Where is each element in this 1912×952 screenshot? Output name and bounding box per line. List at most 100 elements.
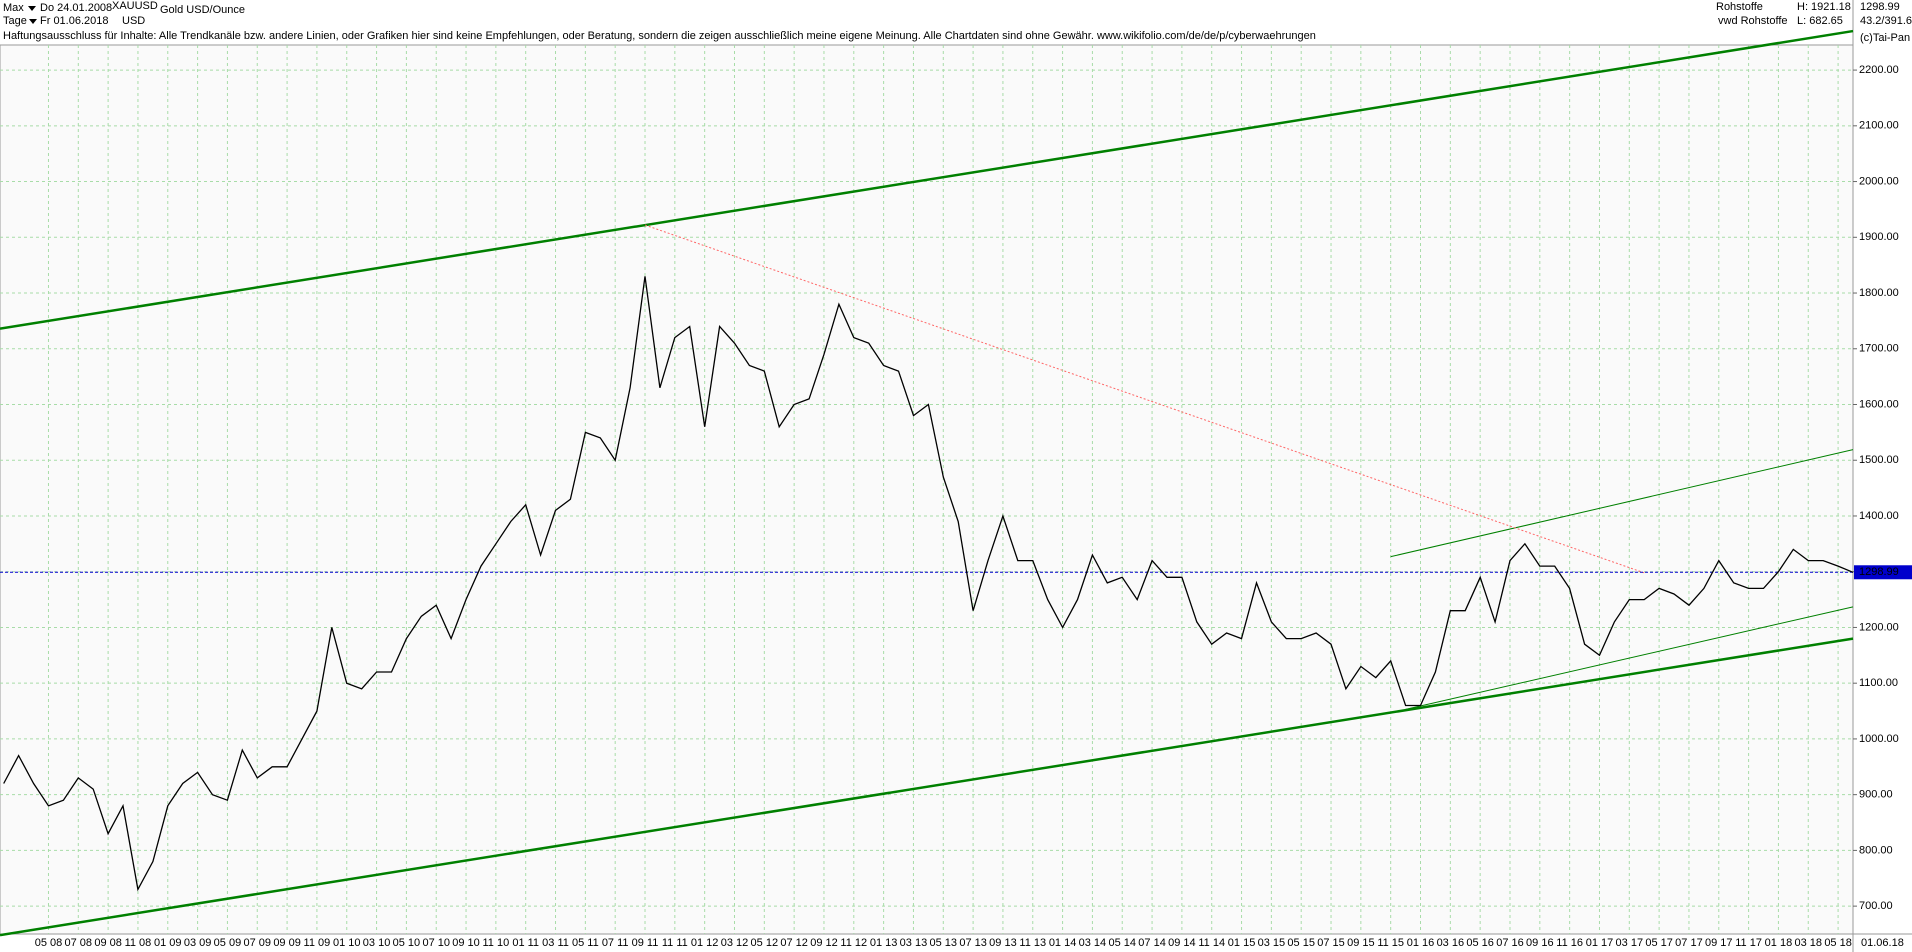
y-tick-label: 1000.00: [1859, 733, 1899, 745]
y-tick-label: 900.00: [1859, 789, 1893, 801]
x-tick-label: 07 09: [243, 937, 271, 949]
x-tick-label: 11 11: [662, 937, 688, 949]
x-tick-label: 03 13: [900, 937, 928, 949]
x-tick-label: 03 12: [721, 937, 749, 949]
x-tick-label: 01 18: [1765, 937, 1793, 949]
dropdown-arrow[interactable]: [28, 6, 36, 11]
x-tick-label: 11 17: [1735, 937, 1762, 949]
x-tick-label: 07 16: [1496, 937, 1524, 949]
y-tick-label: 2200.00: [1859, 64, 1899, 76]
ratio: 43.2/391.6: [1860, 15, 1912, 27]
symbol: XAUUSD: [112, 0, 158, 12]
dropdown-arrow[interactable]: [29, 19, 37, 24]
y-tick-label: 1600.00: [1859, 398, 1899, 410]
x-tick-label: 05 15: [1287, 937, 1315, 949]
source: vwd Rohstoffe: [1718, 15, 1788, 27]
x-tick-label: 11 12: [840, 937, 867, 949]
x-tick-label: 03 14: [1079, 937, 1107, 949]
start-date: Do 24.01.2008: [40, 2, 112, 14]
x-tick-label: 11 16: [1556, 937, 1583, 949]
price-line: [3, 276, 1854, 892]
x-tick-label: 11 15: [1377, 937, 1404, 949]
x-tick-label: 01 10: [333, 937, 361, 949]
x-tick-label: 01 11: [512, 937, 539, 949]
y-tick-label: 1200.00: [1859, 621, 1899, 633]
y-tick-label: 2000.00: [1859, 175, 1899, 187]
x-tick-label: 09 13: [989, 937, 1017, 949]
x-tick-label: 07 14: [1138, 937, 1166, 949]
instrument-name: Gold USD/Ounce: [160, 4, 245, 16]
x-tick-label: 03 15: [1258, 937, 1286, 949]
y-tick-label: 700.00: [1859, 900, 1893, 912]
x-tick-label: 09 15: [1347, 937, 1375, 949]
x-tick-label: 11 10: [483, 937, 510, 949]
x-tick-label: 05 10: [393, 937, 421, 949]
x-tick-label: 01 16: [1407, 937, 1435, 949]
y-tick-label: 1100.00: [1859, 677, 1898, 689]
x-tick-label: 03 10: [363, 937, 391, 949]
x-tick-label: 05 13: [930, 937, 958, 949]
x-tick-label: 07 13: [959, 937, 987, 949]
x-tick-label: 09 12: [810, 937, 838, 949]
trendline: [644, 224, 1645, 574]
last-price-box: [1854, 565, 1912, 580]
x-tick-label: 03 11: [542, 937, 569, 949]
x-tick-label: 03 17: [1616, 937, 1644, 949]
x-tick-label: 09 11: [632, 937, 659, 949]
period[interactable]: Max: [3, 2, 24, 14]
end-date: Fr 01.06.2018: [40, 15, 109, 27]
y-tick-label: 1800.00: [1859, 287, 1899, 299]
x-tick-label: 07 10: [422, 937, 450, 949]
x-tick-label: 01.06.18: [1861, 937, 1904, 949]
x-tick-label: 05 16: [1466, 937, 1494, 949]
trendline: [1390, 449, 1854, 558]
low: L: 682.65: [1797, 15, 1843, 27]
x-tick-label: 11 14: [1198, 937, 1225, 949]
x-tick-label: 09 10: [452, 937, 480, 949]
x-tick-label: 11 13: [1019, 937, 1046, 949]
y-tick-label: 2100.00: [1859, 120, 1899, 132]
x-tick-label: 03 09: [184, 937, 212, 949]
x-tick-label: 01 09: [154, 937, 182, 949]
x-tick-label: 09 09: [273, 937, 301, 949]
y-tick-label: 1700.00: [1859, 343, 1899, 355]
x-tick-label: 11 09: [304, 937, 331, 949]
x-tick-label: 01 12: [691, 937, 719, 949]
disclaimer: Haftungsausschluss für Inhalte: Alle Tre…: [3, 30, 1316, 42]
x-tick-label: 05 08: [35, 937, 63, 949]
x-tick-label: 05 12: [751, 937, 779, 949]
y-tick-label: 1400.00: [1859, 510, 1899, 522]
x-tick-label: 03 16: [1437, 937, 1465, 949]
x-tick-label: 05 11: [572, 937, 599, 949]
x-tick-label: 09 16: [1526, 937, 1554, 949]
x-tick-label: 05 14: [1108, 937, 1136, 949]
x-tick-label: 01 15: [1228, 937, 1256, 949]
x-tick-label: 07 11: [602, 937, 629, 949]
y-tick-label: 1500.00: [1859, 454, 1899, 466]
x-tick-label: 09 14: [1168, 937, 1196, 949]
last-price-label: 1298.99: [1859, 566, 1899, 578]
copyright: (c)Tai-Pan: [1860, 32, 1910, 44]
high: H: 1921.18: [1797, 1, 1851, 13]
group: Rohstoffe: [1716, 1, 1763, 13]
x-tick-label: 05 18: [1824, 937, 1852, 949]
x-tick-label: 07 08: [65, 937, 93, 949]
x-tick-label: 05 17: [1645, 937, 1673, 949]
plot-area: [0, 44, 1854, 935]
x-tick-label: 05 09: [214, 937, 242, 949]
y-tick-label: 1900.00: [1859, 231, 1899, 243]
interval[interactable]: Tage: [3, 15, 27, 27]
y-tick-label: 800.00: [1859, 844, 1893, 856]
x-tick-label: 01 14: [1049, 937, 1077, 949]
trendline: [1405, 606, 1854, 710]
currency: USD: [122, 15, 145, 27]
x-tick-label: 11 08: [125, 937, 152, 949]
x-tick-label: 01 17: [1586, 937, 1614, 949]
trendline: [0, 637, 1854, 937]
last-price: 1298.99: [1860, 1, 1900, 13]
x-tick-label: 07 15: [1317, 937, 1345, 949]
x-tick-label: 03 18: [1794, 937, 1822, 949]
x-tick-label: 07 12: [780, 937, 808, 949]
x-tick-label: 09 08: [94, 937, 122, 949]
